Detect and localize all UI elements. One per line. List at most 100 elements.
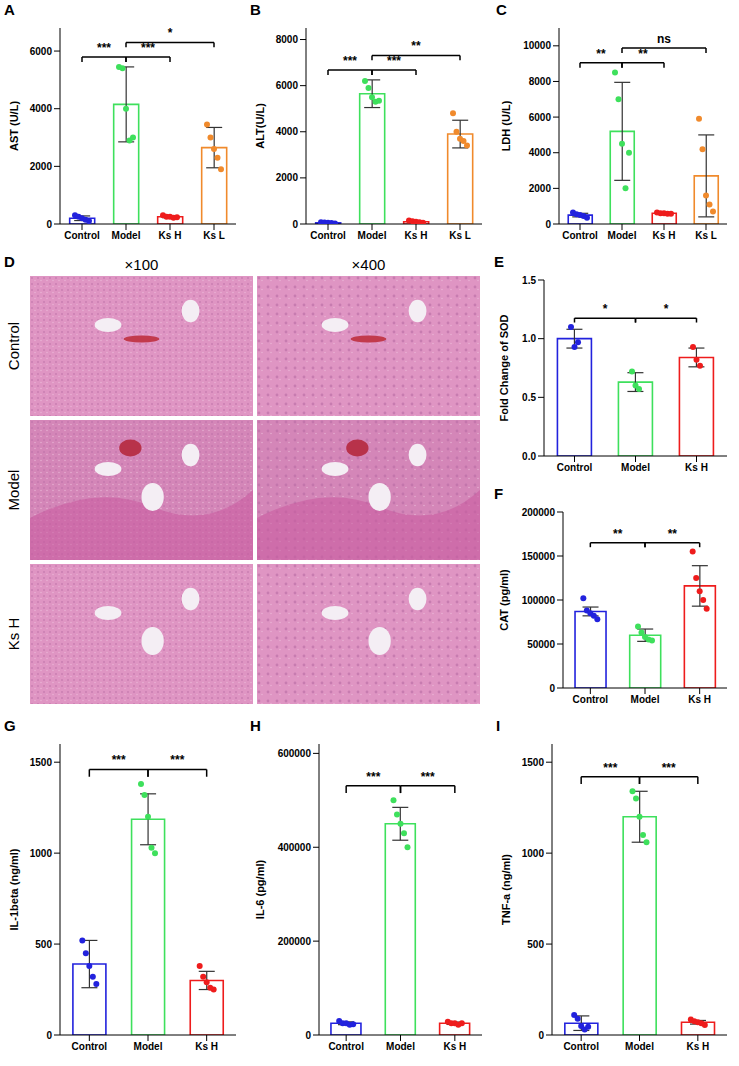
svg-text:Ks H: Ks H — [159, 230, 182, 241]
html-text:×100: ×100 — [124, 256, 159, 273]
html-text:B: B — [250, 1, 261, 18]
svg-text:4000: 4000 — [30, 103, 53, 114]
svg-text:IL-1beta (ng/ml): IL-1beta (ng/ml) — [8, 848, 20, 930]
svg-text:150000: 150000 — [522, 551, 556, 562]
svg-text:Control: Control — [328, 1041, 364, 1052]
svg-text:Control: Control — [64, 230, 100, 241]
svg-text:Ks H: Ks H — [686, 1041, 709, 1052]
svg-text:600000: 600000 — [278, 748, 312, 759]
svg-text:Model: Model — [608, 230, 637, 241]
svg-text:Model: Model — [5, 470, 22, 511]
svg-text:Ks L: Ks L — [695, 230, 717, 241]
svg-text:***: *** — [421, 770, 435, 784]
svg-text:0.5: 0.5 — [522, 392, 536, 403]
svg-text:Ks H: Ks H — [405, 230, 428, 241]
svg-text:***: *** — [603, 761, 617, 775]
svg-text:Ks H: Ks H — [195, 1041, 218, 1052]
svg-text:8000: 8000 — [276, 34, 299, 45]
svg-text:***: *** — [387, 54, 401, 68]
svg-text:0: 0 — [538, 1030, 544, 1041]
svg-text:*: * — [603, 302, 608, 316]
svg-text:Control: Control — [5, 322, 22, 370]
svg-text:8000: 8000 — [529, 76, 552, 87]
svg-text:4000: 4000 — [529, 147, 552, 158]
svg-text:***: *** — [662, 761, 676, 775]
svg-text:Ks H: Ks H — [5, 618, 22, 651]
svg-text:Control: Control — [72, 1041, 108, 1052]
svg-text:500: 500 — [527, 939, 544, 950]
svg-text:*: * — [168, 26, 173, 40]
svg-text:1500: 1500 — [30, 757, 53, 768]
svg-text:0: 0 — [292, 219, 298, 230]
svg-text:200000: 200000 — [278, 936, 312, 947]
svg-text:1500: 1500 — [522, 757, 545, 768]
svg-text:Model: Model — [134, 1041, 163, 1052]
html-text:D: D — [4, 253, 15, 270]
svg-text:**: ** — [596, 47, 606, 61]
svg-text:TNF-a (ng/ml): TNF-a (ng/ml) — [500, 854, 512, 925]
svg-text:0: 0 — [549, 683, 555, 694]
svg-text:Model: Model — [358, 230, 387, 241]
svg-text:2000: 2000 — [529, 183, 552, 194]
svg-text:0: 0 — [46, 219, 52, 230]
svg-text:Control: Control — [563, 1041, 599, 1052]
svg-text:200000: 200000 — [522, 507, 556, 518]
svg-text:0: 0 — [46, 1030, 52, 1041]
svg-text:100000: 100000 — [522, 595, 556, 606]
svg-text:50000: 50000 — [527, 639, 555, 650]
svg-text:1.0: 1.0 — [522, 333, 536, 344]
svg-text:6000: 6000 — [30, 46, 53, 57]
html-text:×400: ×400 — [351, 256, 386, 273]
svg-text:**: ** — [613, 527, 623, 541]
svg-text:Control: Control — [557, 462, 593, 473]
svg-text:0: 0 — [305, 1030, 311, 1041]
svg-text:2000: 2000 — [276, 172, 299, 183]
svg-text:2000: 2000 — [30, 161, 53, 172]
svg-text:LDH (U/L): LDH (U/L) — [500, 100, 512, 151]
svg-text:*: * — [664, 302, 669, 316]
svg-text:6000: 6000 — [529, 112, 552, 123]
svg-text:Model: Model — [631, 694, 660, 705]
svg-text:**: ** — [638, 47, 648, 61]
svg-text:IL-6 (pg/ml): IL-6 (pg/ml) — [254, 860, 266, 920]
svg-text:ns: ns — [657, 32, 671, 46]
svg-text:4000: 4000 — [276, 126, 299, 137]
svg-text:**: ** — [668, 527, 678, 541]
svg-text:ALT(U/L): ALT(U/L) — [254, 103, 266, 149]
svg-text:Model: Model — [621, 462, 650, 473]
svg-text:***: *** — [97, 41, 111, 55]
html-text:A: A — [4, 1, 15, 18]
svg-text:AST (U/L): AST (U/L) — [8, 101, 20, 151]
svg-text:6000: 6000 — [276, 80, 299, 91]
svg-text:***: *** — [112, 753, 126, 767]
svg-text:Model: Model — [112, 230, 141, 241]
html-text:C: C — [496, 1, 507, 18]
html-text:G: G — [4, 717, 16, 734]
svg-text:Model: Model — [386, 1041, 415, 1052]
svg-text:Fold Change of SOD: Fold Change of SOD — [498, 314, 510, 421]
svg-text:10000: 10000 — [523, 40, 551, 51]
svg-text:500: 500 — [35, 939, 52, 950]
svg-text:**: ** — [411, 39, 421, 53]
svg-text:Ks H: Ks H — [653, 230, 676, 241]
svg-text:***: *** — [141, 41, 155, 55]
svg-text:1000: 1000 — [30, 848, 53, 859]
svg-text:Control: Control — [573, 694, 609, 705]
svg-text:1000: 1000 — [522, 848, 545, 859]
svg-text:CAT (pg/ml): CAT (pg/ml) — [498, 569, 510, 631]
svg-text:1.5: 1.5 — [522, 275, 536, 286]
svg-text:Control: Control — [562, 230, 598, 241]
svg-text:Ks L: Ks L — [449, 230, 471, 241]
svg-text:0: 0 — [545, 219, 551, 230]
svg-text:0.0: 0.0 — [522, 451, 536, 462]
svg-text:Ks H: Ks H — [685, 462, 708, 473]
svg-text:Model: Model — [625, 1041, 654, 1052]
svg-text:Ks L: Ks L — [203, 230, 225, 241]
svg-text:Ks H: Ks H — [443, 1041, 466, 1052]
svg-text:***: *** — [343, 54, 357, 68]
svg-text:Ks H: Ks H — [688, 694, 711, 705]
svg-text:Control: Control — [310, 230, 346, 241]
svg-text:400000: 400000 — [278, 842, 312, 853]
svg-text:***: *** — [170, 753, 184, 767]
svg-text:***: *** — [366, 770, 380, 784]
